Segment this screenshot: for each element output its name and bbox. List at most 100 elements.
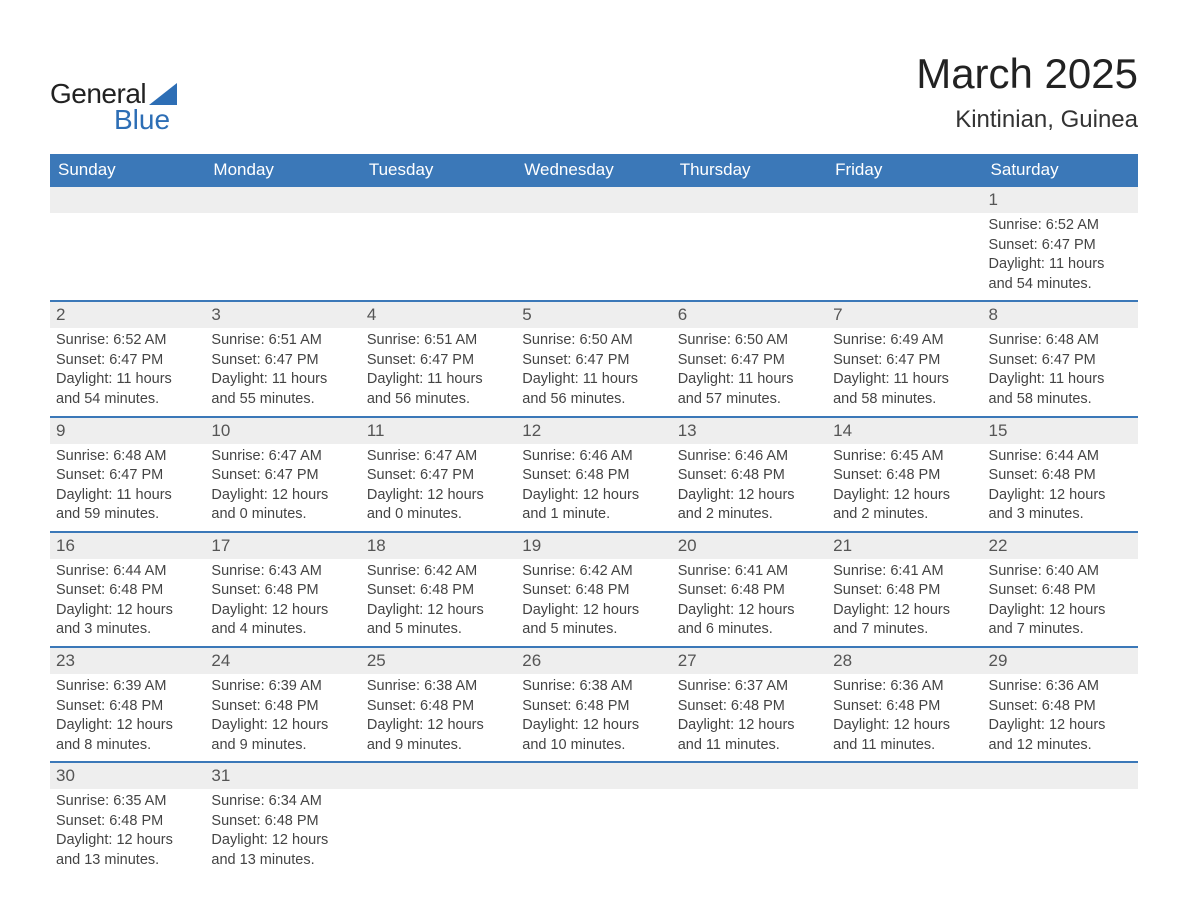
week-row: 16Sunrise: 6:44 AMSunset: 6:48 PMDayligh…	[50, 531, 1138, 646]
week-row: 23Sunrise: 6:39 AMSunset: 6:48 PMDayligh…	[50, 646, 1138, 761]
sunrise-line: Sunrise: 6:51 AM	[367, 331, 510, 351]
day-number-row: 1	[983, 187, 1138, 213]
calendar: SundayMondayTuesdayWednesdayThursdayFrid…	[50, 154, 1138, 877]
day-number-row	[827, 187, 982, 213]
logo: General Blue	[50, 50, 177, 136]
sunset-line: Sunset: 6:47 PM	[522, 351, 665, 371]
sunset-line: Sunset: 6:48 PM	[989, 466, 1132, 486]
day-number-row: 15	[983, 418, 1138, 444]
day-number	[989, 766, 994, 785]
sunrise-line: Sunrise: 6:38 AM	[522, 677, 665, 697]
sunset-line: Sunset: 6:48 PM	[522, 466, 665, 486]
day-number-row	[983, 763, 1138, 789]
day-number-row: 14	[827, 418, 982, 444]
weekday-header: Monday	[205, 154, 360, 187]
day-number-row: 3	[205, 302, 360, 328]
day-number	[678, 190, 683, 209]
day-number: 3	[211, 305, 220, 324]
week-row: 1Sunrise: 6:52 AMSunset: 6:47 PMDaylight…	[50, 187, 1138, 300]
day-number: 4	[367, 305, 376, 324]
day-cell: 28Sunrise: 6:36 AMSunset: 6:48 PMDayligh…	[827, 648, 982, 761]
day-number-row	[827, 763, 982, 789]
sunrise-line: Sunrise: 6:44 AM	[56, 562, 199, 582]
day-cell	[361, 763, 516, 876]
day-number	[833, 766, 838, 785]
day-number: 14	[833, 421, 852, 440]
sunset-line: Sunset: 6:47 PM	[678, 351, 821, 371]
day-cell: 29Sunrise: 6:36 AMSunset: 6:48 PMDayligh…	[983, 648, 1138, 761]
day-body: Sunrise: 6:34 AMSunset: 6:48 PMDaylight:…	[205, 789, 360, 876]
day-cell: 25Sunrise: 6:38 AMSunset: 6:48 PMDayligh…	[361, 648, 516, 761]
sunset-line: Sunset: 6:48 PM	[522, 581, 665, 601]
sunrise-line: Sunrise: 6:51 AM	[211, 331, 354, 351]
day-number-row: 6	[672, 302, 827, 328]
day-number-row	[361, 187, 516, 213]
day-number-row	[516, 763, 671, 789]
day-number-row: 17	[205, 533, 360, 559]
day-body	[361, 213, 516, 222]
sunset-line: Sunset: 6:48 PM	[989, 581, 1132, 601]
sunrise-line: Sunrise: 6:46 AM	[522, 447, 665, 467]
page-title: March 2025	[916, 50, 1138, 98]
day-number: 21	[833, 536, 852, 555]
week-row: 2Sunrise: 6:52 AMSunset: 6:47 PMDaylight…	[50, 300, 1138, 415]
logo-triangle-icon	[149, 83, 177, 105]
sunset-line: Sunset: 6:48 PM	[56, 697, 199, 717]
sunset-line: Sunset: 6:48 PM	[833, 697, 976, 717]
day-number: 11	[367, 421, 385, 440]
day-body: Sunrise: 6:46 AMSunset: 6:48 PMDaylight:…	[672, 444, 827, 531]
day-cell: 4 Sunrise: 6:51 AMSunset: 6:47 PMDaylight…	[361, 302, 516, 415]
daylight-line: Daylight: 12 hours and 13 minutes.	[56, 831, 199, 870]
day-cell	[827, 187, 982, 300]
day-body: Sunrise: 6:39 AMSunset: 6:48 PMDaylight:…	[50, 674, 205, 761]
day-body	[672, 213, 827, 222]
day-number: 13	[678, 421, 697, 440]
day-cell: 7Sunrise: 6:49 AMSunset: 6:47 PMDaylight…	[827, 302, 982, 415]
day-number-row: 8	[983, 302, 1138, 328]
day-cell: 8 Sunrise: 6:48 AMSunset: 6:47 PMDaylight…	[983, 302, 1138, 415]
day-number: 5	[522, 305, 531, 324]
sunset-line: Sunset: 6:47 PM	[989, 351, 1132, 371]
sunrise-line: Sunrise: 6:43 AM	[211, 562, 354, 582]
daylight-line: Daylight: 12 hours and 5 minutes.	[367, 601, 510, 640]
sunrise-line: Sunrise: 6:39 AM	[211, 677, 354, 697]
day-number-row: 13	[672, 418, 827, 444]
day-number-row: 29	[983, 648, 1138, 674]
day-body: Sunrise: 6:51 AMSunset: 6:47 PMDaylight:…	[361, 328, 516, 415]
daylight-line: Daylight: 12 hours and 11 minutes.	[833, 716, 976, 755]
sunrise-line: Sunrise: 6:37 AM	[678, 677, 821, 697]
sunset-line: Sunset: 6:48 PM	[211, 581, 354, 601]
day-number	[367, 190, 372, 209]
day-number-row: 4	[361, 302, 516, 328]
day-cell: 3Sunrise: 6:51 AMSunset: 6:47 PMDaylight…	[205, 302, 360, 415]
day-number-row: 31	[205, 763, 360, 789]
day-number: 24	[211, 651, 230, 670]
day-body: Sunrise: 6:52 AMSunset: 6:47 PMDaylight:…	[50, 328, 205, 415]
daylight-line: Daylight: 12 hours and 6 minutes.	[678, 601, 821, 640]
day-number-row	[50, 187, 205, 213]
day-number-row: 18	[361, 533, 516, 559]
day-number-row: 21	[827, 533, 982, 559]
day-number: 29	[989, 651, 1008, 670]
sunrise-line: Sunrise: 6:50 AM	[522, 331, 665, 351]
sunrise-line: Sunrise: 6:41 AM	[678, 562, 821, 582]
day-body: Sunrise: 6:48 AMSunset: 6:47 PMDaylight:…	[983, 328, 1138, 415]
day-number: 9	[56, 421, 65, 440]
day-body: Sunrise: 6:39 AMSunset: 6:48 PMDaylight:…	[205, 674, 360, 761]
day-body	[827, 789, 982, 798]
day-number-row: 27	[672, 648, 827, 674]
day-cell: 2Sunrise: 6:52 AMSunset: 6:47 PMDaylight…	[50, 302, 205, 415]
day-cell: 19Sunrise: 6:42 AMSunset: 6:48 PMDayligh…	[516, 533, 671, 646]
day-number: 8	[989, 305, 998, 324]
day-number: 28	[833, 651, 852, 670]
day-number	[522, 190, 527, 209]
day-number-row: 26	[516, 648, 671, 674]
day-body: Sunrise: 6:42 AMSunset: 6:48 PMDaylight:…	[361, 559, 516, 646]
sunset-line: Sunset: 6:48 PM	[833, 581, 976, 601]
sunset-line: Sunset: 6:48 PM	[833, 466, 976, 486]
daylight-line: Daylight: 11 hours and 59 minutes.	[56, 486, 199, 525]
location: Kintinian, Guinea	[916, 106, 1138, 134]
day-number-row: 30	[50, 763, 205, 789]
day-number-row: 7	[827, 302, 982, 328]
day-number: 26	[522, 651, 541, 670]
